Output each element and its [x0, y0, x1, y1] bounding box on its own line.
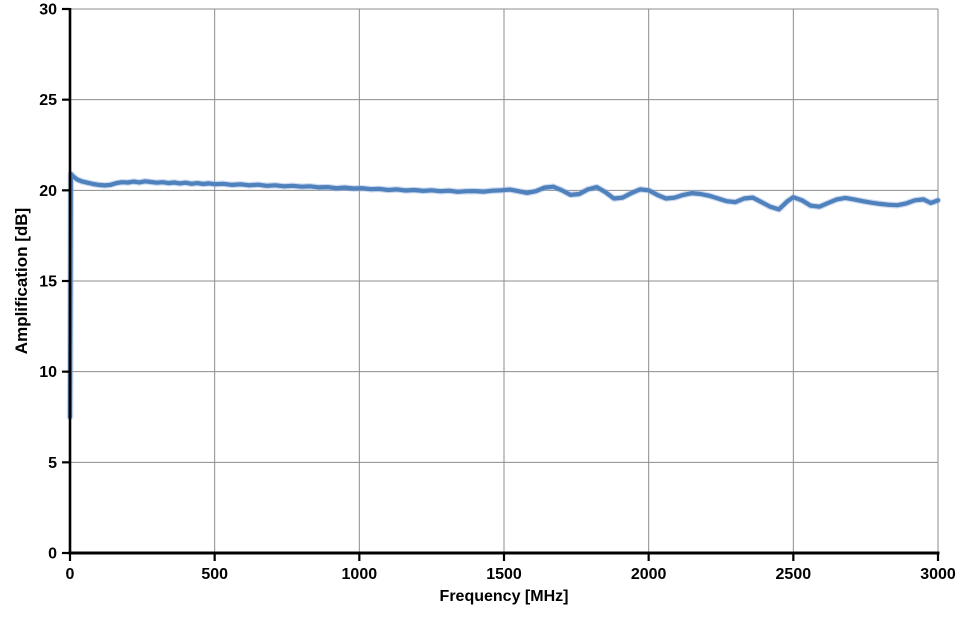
x-tick-label: 1000 [342, 566, 378, 583]
series-polyline [67, 171, 941, 420]
y-tick-label: 25 [39, 92, 57, 109]
y-tick-label: 15 [39, 274, 57, 291]
x-tick-label: 3000 [920, 566, 956, 583]
axes [62, 7, 940, 561]
x-tick-label: 2000 [631, 566, 667, 583]
y-tick-label: 10 [39, 364, 57, 381]
x-tick-label: 500 [201, 566, 228, 583]
x-tick-label: 1500 [486, 566, 522, 583]
gridlines [70, 8, 939, 553]
y-axis-title: Amplification [dB] [12, 208, 31, 354]
y-tick-label: 20 [39, 183, 57, 200]
y-tick-label: 30 [39, 2, 57, 19]
y-tick-label: 0 [48, 546, 57, 563]
y-tick-label: 5 [48, 455, 57, 472]
tick-labels: 0 5 10 15 20 25 30 0 500 1000 1500 2000 2500 3000 [39, 2, 956, 584]
series-line [66, 170, 942, 421]
x-tick-label: 0 [66, 566, 75, 583]
x-tick-label: 2500 [776, 566, 812, 583]
x-axis-title: Frequency [MHz] [440, 588, 569, 605]
